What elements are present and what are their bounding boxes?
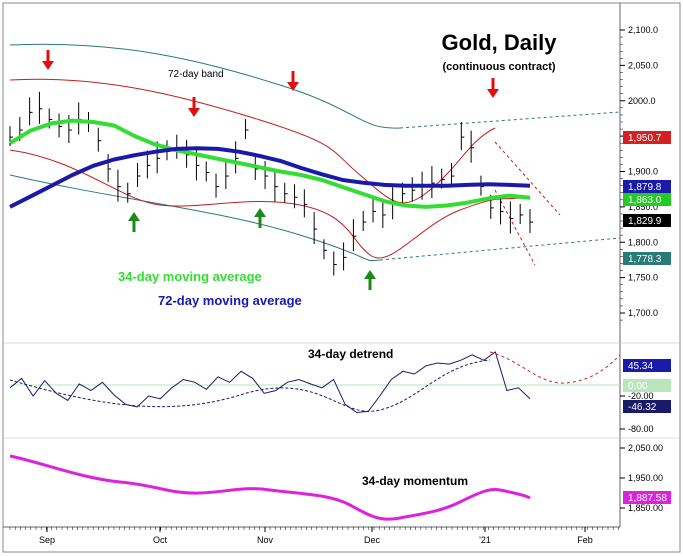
y-tick-label: 1,800.0 bbox=[628, 237, 658, 247]
momentum-label: 34-day momentum bbox=[362, 474, 468, 488]
up-arrow-head bbox=[364, 270, 376, 279]
momentum-value-tag: 1,887.58 bbox=[628, 493, 667, 504]
momentum-value-tag-bg bbox=[623, 491, 671, 504]
x-tick-label: Oct bbox=[153, 535, 168, 545]
x-tick-label: Sep bbox=[39, 535, 55, 545]
y-tick-label: 1,700.0 bbox=[628, 308, 658, 318]
y-tick-label: 1,900.0 bbox=[628, 167, 658, 177]
momentum-tick-label: 1,850.00 bbox=[628, 503, 663, 513]
down-arrow-head bbox=[188, 108, 200, 117]
turn-arrows bbox=[42, 50, 499, 290]
chart-subtitle: (continuous contract) bbox=[442, 61, 555, 73]
band-lines bbox=[9, 43, 621, 266]
series-line-ma34 bbox=[8, 118, 531, 209]
detrend-value-tag-bg bbox=[623, 400, 671, 413]
band-line-0 bbox=[9, 43, 401, 129]
detrend-value-tag: 0.00 bbox=[628, 381, 648, 392]
price-value-tag: 1,879.8 bbox=[628, 182, 662, 193]
momentum-tick-label: 1,950.00 bbox=[628, 473, 663, 483]
price-value-tag-bg bbox=[623, 193, 671, 206]
price-value-tag-bg bbox=[623, 214, 671, 227]
detrend-label: 34-day detrend bbox=[308, 347, 393, 361]
detrend-projection-line bbox=[489, 351, 621, 384]
down-arrow-head bbox=[487, 89, 499, 98]
band-annotation: 72-day band bbox=[168, 69, 224, 80]
price-value-tag-bg bbox=[623, 131, 671, 144]
ma34-annotation: 34-day moving average bbox=[118, 269, 262, 284]
x-tick-label: Dec bbox=[364, 535, 381, 545]
momentum-line bbox=[9, 454, 531, 521]
x-axis-ticks: Sep Oct Nov Dec '21 Feb bbox=[9, 527, 619, 545]
price-value-tag-bg bbox=[623, 180, 671, 193]
y-tick-label: 1,850.0 bbox=[628, 202, 658, 212]
price-value-tag: 1,863.0 bbox=[628, 195, 662, 206]
series-line-ma72 bbox=[9, 146, 531, 209]
chart-title: Gold, Daily bbox=[442, 30, 558, 55]
momentum-line bbox=[9, 454, 531, 521]
band-line-6 bbox=[494, 141, 561, 216]
x-tick-label: '21 bbox=[479, 535, 491, 545]
x-tick-label: Feb bbox=[577, 535, 593, 545]
price-value-tag: 1,950.7 bbox=[628, 133, 662, 144]
detrend-line bbox=[9, 351, 531, 414]
ma72-annotation: 72-day moving average bbox=[158, 293, 302, 308]
detrend-tick-label: -20.00 bbox=[628, 391, 654, 401]
band-line-1 bbox=[399, 111, 621, 129]
y-tick-label: 2000.0 bbox=[628, 96, 656, 106]
value-tags: 1,950.7 1,879.8 1,863.0 1,829.9 1,778.3 45.34… bbox=[623, 131, 671, 504]
band-line-5 bbox=[9, 149, 521, 259]
band-line-7 bbox=[494, 189, 536, 266]
price-value-tag-bg bbox=[623, 252, 671, 265]
band-line-2 bbox=[9, 174, 381, 262]
down-arrow-head bbox=[287, 82, 299, 91]
detrend-tick-label: -80.00 bbox=[628, 424, 654, 434]
detrend-value-tag: 45.34 bbox=[628, 361, 653, 372]
down-arrow-head bbox=[42, 61, 54, 70]
price-value-tag: 1,778.3 bbox=[628, 254, 662, 265]
detrend-smooth-line bbox=[9, 359, 491, 412]
detrend-lines bbox=[9, 351, 621, 414]
price-value-tag: 1,829.9 bbox=[628, 216, 662, 227]
detrend-value-tag-bg bbox=[623, 379, 671, 392]
detrend-value-tag: -46.32 bbox=[628, 402, 657, 413]
up-arrow-head bbox=[254, 208, 266, 217]
band-line-3 bbox=[379, 237, 621, 261]
y-tick-label: 2,050.0 bbox=[628, 60, 658, 70]
momentum-tick-label: 2,050.00 bbox=[628, 443, 663, 453]
x-tick-label: Nov bbox=[257, 535, 274, 545]
moving-averages bbox=[8, 118, 531, 209]
up-arrow-head bbox=[128, 212, 140, 221]
y-tick-label: 2,100.0 bbox=[628, 25, 658, 35]
y-tick-label: 1,750.0 bbox=[628, 273, 658, 283]
detrend-value-tag-bg bbox=[623, 359, 671, 372]
